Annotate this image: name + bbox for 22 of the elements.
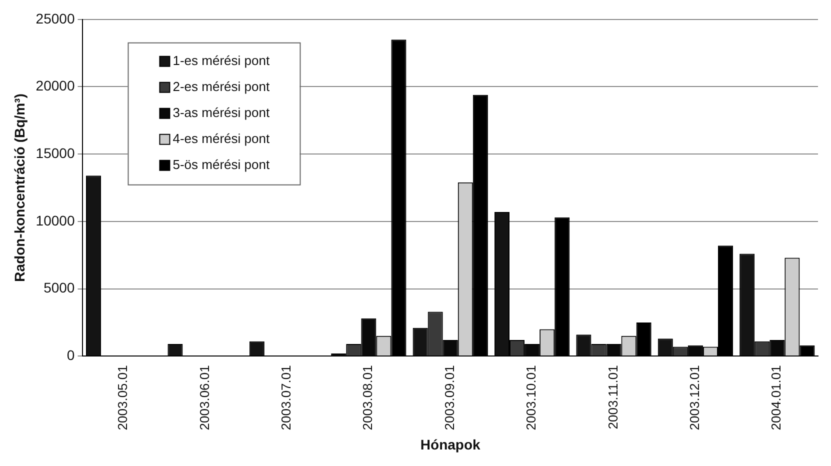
y-tick-label: 10000 (36, 212, 75, 228)
x-tick-label: 2003.09.01 (442, 365, 457, 430)
legend-label: 2-es mérési pont (172, 78, 270, 94)
y-tick-label: 20000 (36, 78, 75, 94)
x-tick-label: 2003.10.01 (524, 365, 539, 430)
legend-label: 3-as mérési pont (172, 104, 270, 120)
legend-label: 1-es mérési pont (172, 52, 270, 68)
y-tick-label: 0 (66, 346, 75, 363)
x-tick-label: 2003.07.01 (278, 365, 294, 430)
y-tick-label: 25000 (36, 10, 75, 26)
x-tick-label: 2003.11.01 (605, 365, 620, 430)
y-tick-label: 5000 (44, 280, 75, 296)
y-tick-label: 15000 (36, 144, 75, 161)
y-axis-title: Radon-koncentráció (Bq/m³) (11, 94, 28, 282)
x-tick-label: 2003.06.01 (196, 365, 212, 430)
x-tick-label: 2003.12.01 (687, 365, 702, 430)
x-tick-label: 2004.01.01 (768, 365, 784, 430)
legend-label: 5-ös mérési pont (172, 156, 270, 172)
legend-label: 4-es mérési pont (172, 130, 270, 146)
x-tick-label: 2003.05.01 (115, 365, 130, 430)
x-tick-label: 2003.08.01 (360, 365, 376, 430)
x-axis-title: Hónapok (420, 436, 481, 452)
